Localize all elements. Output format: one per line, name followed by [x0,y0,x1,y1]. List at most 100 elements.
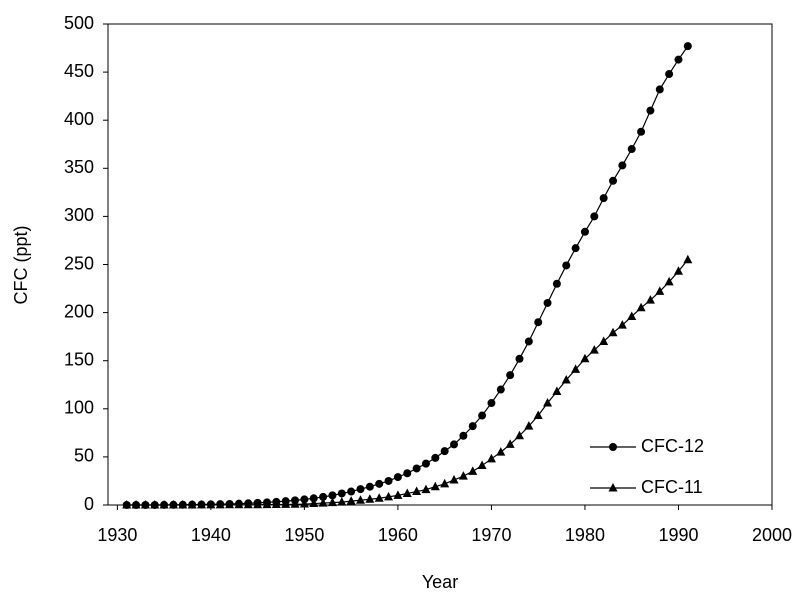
marker [506,371,515,380]
marker [515,354,524,363]
y-tick-label: 500 [64,13,94,33]
marker [356,485,365,494]
marker [234,499,244,509]
marker [459,431,468,440]
marker [534,318,543,327]
marker [524,421,534,430]
marker [468,466,478,475]
marker [627,311,637,320]
marker [646,106,655,115]
x-tick-label: 1950 [284,525,324,545]
marker [683,42,692,51]
marker [337,497,347,506]
marker [458,471,468,480]
marker [421,484,431,494]
marker [131,500,141,509]
marker [318,498,328,507]
marker [543,298,552,307]
marker [337,489,346,498]
y-tick-label: 200 [64,301,94,321]
marker [403,469,412,478]
marker [627,145,636,154]
x-tick-label: 1970 [471,525,511,545]
marker [281,499,291,508]
marker [412,486,422,496]
marker [122,500,132,509]
marker [299,499,309,508]
legend-marker [608,483,618,492]
marker [197,499,207,509]
marker [683,254,693,264]
marker [524,337,533,346]
legend-marker [609,443,617,451]
marker [262,499,272,509]
marker [636,302,646,312]
marker [478,411,487,420]
y-tick-label: 100 [64,398,94,418]
legend-label: CFC-11 [641,477,703,497]
marker [309,494,318,503]
marker [486,453,496,463]
series-line [126,259,689,506]
marker [374,493,384,502]
marker [206,499,216,509]
marker [487,399,496,408]
marker [393,473,402,482]
marker [225,499,235,509]
y-tick-label: 0 [84,494,94,514]
y-tick-label: 300 [64,205,94,225]
x-tick-label: 1940 [191,525,231,545]
y-tick-label: 150 [64,349,94,369]
x-tick-label: 1980 [565,525,605,545]
marker [328,491,337,500]
marker [347,487,356,496]
marker [589,345,599,354]
marker [618,161,627,170]
x-axis-label: Year [422,572,458,592]
marker [561,374,571,384]
x-tick-label: 1990 [658,525,698,545]
marker [655,286,665,295]
legend-label: CFC-12 [641,436,704,456]
marker [514,430,524,440]
marker [552,279,561,288]
marker [384,476,393,485]
marker [178,500,188,509]
marker [449,474,459,484]
marker [187,500,197,509]
y-tick-label: 400 [64,109,94,129]
marker [580,353,590,363]
marker [159,500,169,509]
y-tick-label: 350 [64,157,94,177]
marker [552,386,562,395]
y-axis-label: CFC (ppt) [11,225,31,304]
marker [533,410,543,420]
marker [608,327,618,337]
marker [440,478,450,488]
marker [673,266,683,275]
series-line [126,45,689,506]
marker [645,295,655,304]
marker [365,482,374,491]
marker [393,490,403,499]
marker [496,385,505,394]
marker [271,499,281,509]
marker [215,499,225,509]
marker [431,453,440,462]
marker [655,85,664,94]
marker [290,499,300,508]
marker [412,464,421,473]
marker [543,398,553,407]
marker [421,459,430,468]
marker [168,500,178,509]
marker [309,498,319,508]
marker [637,127,646,136]
marker [365,494,375,503]
marker [253,499,263,509]
marker [617,320,627,329]
marker [590,212,599,221]
marker [319,492,328,501]
marker [505,439,515,448]
x-tick-label: 1960 [378,525,418,545]
